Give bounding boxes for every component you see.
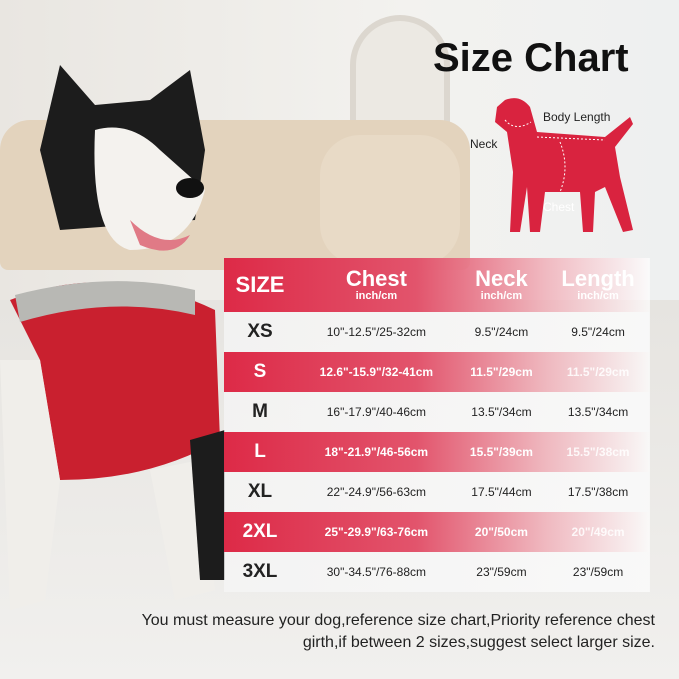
- dog-measurement-diagram: Neck Body Length Chest: [465, 92, 655, 252]
- table-row: XS 10"-12.5"/25-32cm 9.5"/24cm 9.5"/24cm: [224, 312, 650, 352]
- table-row: S 12.6"-15.9"/32-41cm 11.5"/29cm 11.5"/29cm: [224, 352, 650, 392]
- chest-cell: 25"-29.9"/63-76cm: [324, 525, 429, 539]
- table-row: L 18"-21.9"/46-56cm 15.5"/39cm 15.5"/38cm: [224, 432, 650, 472]
- chest-cell: 22"-24.9"/56-63cm: [326, 485, 426, 499]
- header-chest-unit: inch/cm: [355, 290, 398, 302]
- chest-cell: 30"-34.5"/76-88cm: [326, 565, 426, 579]
- page-title: Size Chart: [433, 36, 629, 80]
- size-chart-table: SIZE Chest inch/cm Neck inch/cm Length inch…: [224, 258, 650, 592]
- neck-cell: 9.5"/24cm: [474, 325, 529, 339]
- length-cell: 17.5"/38cm: [567, 485, 629, 499]
- chest-cell: 18"-21.9"/46-56cm: [324, 445, 429, 459]
- size-cell: 2XL: [242, 521, 278, 542]
- size-cell: L: [254, 441, 266, 462]
- size-cell: M: [252, 401, 268, 422]
- neck-label: Neck: [470, 137, 498, 151]
- chest-cell: 16"-17.9"/40-46cm: [326, 405, 426, 419]
- header-neck-label: Neck: [475, 266, 528, 291]
- size-cell: S: [253, 361, 267, 382]
- header-neck: Neck inch/cm: [457, 258, 546, 312]
- header-chest-label: Chest: [345, 266, 407, 291]
- neck-cell: 15.5"/39cm: [469, 445, 533, 459]
- dog-photo: [0, 65, 225, 610]
- length-cell: 11.5"/29cm: [566, 365, 630, 379]
- header-chest: Chest inch/cm: [296, 258, 457, 312]
- neck-cell: 13.5"/34cm: [471, 405, 532, 419]
- body-length-label: Body Length: [543, 110, 611, 124]
- chest-cell: 12.6"-15.9"/32-41cm: [319, 365, 434, 379]
- header-length-label: Length: [561, 266, 635, 291]
- length-cell: 13.5"/34cm: [567, 405, 629, 419]
- size-cell: XL: [247, 481, 273, 502]
- neck-cell: 20"/50cm: [474, 525, 528, 539]
- size-cell: XS: [247, 321, 273, 342]
- size-cell: 3XL: [242, 561, 278, 582]
- header-length-unit: inch/cm: [577, 290, 619, 302]
- armchair: [320, 135, 460, 265]
- length-cell: 23"/59cm: [572, 565, 624, 579]
- length-cell: 15.5"/38cm: [566, 445, 630, 459]
- measurement-note: You must measure your dog,reference size…: [141, 612, 655, 651]
- header-size: SIZE: [235, 272, 285, 297]
- table-header: SIZE Chest inch/cm Neck inch/cm Length inch…: [224, 258, 650, 312]
- table-row: 2XL 25"-29.9"/63-76cm 20"/50cm 20"/49cm: [224, 512, 650, 552]
- header-length: Length inch/cm: [546, 258, 650, 312]
- length-cell: 20"/49cm: [571, 525, 625, 539]
- neck-cell: 17.5"/44cm: [471, 485, 532, 499]
- table-row: 3XL 30"-34.5"/76-88cm 23"/59cm 23"/59cm: [224, 552, 650, 592]
- chest-label: Chest: [543, 200, 575, 214]
- neck-cell: 23"/59cm: [476, 565, 527, 579]
- table-row: XL 22"-24.9"/56-63cm 17.5"/44cm 17.5"/38cm: [224, 472, 650, 512]
- dog-silhouette-icon: [495, 98, 633, 233]
- neck-cell: 11.5"/29cm: [470, 365, 533, 379]
- table-row: M 16"-17.9"/40-46cm 13.5"/34cm 13.5"/34cm: [224, 392, 650, 432]
- header-neck-unit: inch/cm: [480, 290, 523, 302]
- chest-cell: 10"-12.5"/25-32cm: [326, 325, 426, 339]
- length-cell: 9.5"/24cm: [571, 325, 625, 339]
